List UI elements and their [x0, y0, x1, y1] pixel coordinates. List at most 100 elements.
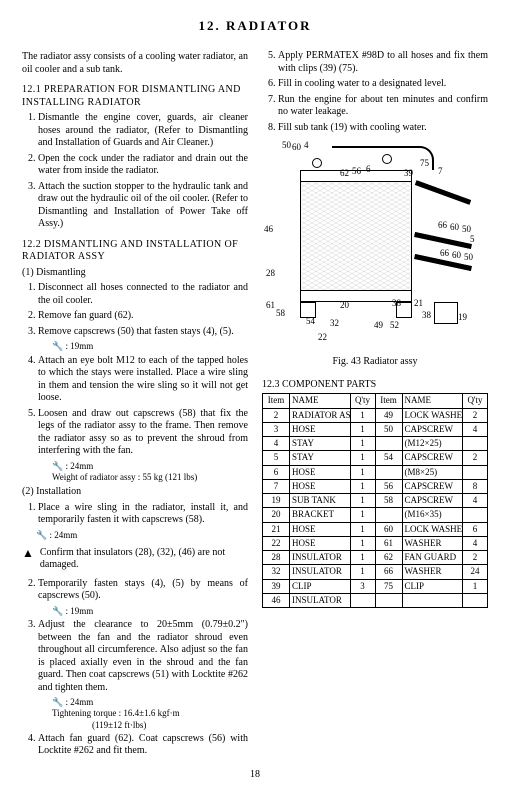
note-24mm: 🔧 : 24mm [36, 530, 248, 541]
table-cell: BRACKET [290, 508, 351, 522]
table-header: Item [375, 394, 402, 408]
list-item: Run the engine for about ten minutes and… [278, 94, 488, 119]
table-cell: CAPSCREW [402, 422, 463, 436]
table-cell [402, 593, 463, 607]
table-header: Item [263, 394, 290, 408]
list-item: Place a wire sling in the radiator, inst… [38, 502, 248, 527]
list-item: Fill in cooling water to a designated le… [278, 78, 488, 91]
table-cell: 20 [263, 508, 290, 522]
parts-table: ItemNAMEQ'tyItemNAMEQ'ty 2RADIATOR ASSY1… [262, 393, 488, 608]
table-cell: (M16×35) [402, 508, 463, 522]
table-cell: INSULATOR [290, 593, 351, 607]
table-row: 46INSULATOR [263, 593, 488, 607]
note: 🔧 : 24mm [52, 697, 248, 708]
callout-label: 54 [306, 316, 315, 327]
table-row: 39CLIP375CLIP1 [263, 579, 488, 593]
table-cell: 4 [463, 536, 488, 550]
callout-label: 5 [470, 234, 475, 245]
table-cell: 32 [263, 565, 290, 579]
table-cell: CAPSCREW [402, 451, 463, 465]
callout-label: 32 [330, 318, 339, 329]
table-cell: 6 [263, 465, 290, 479]
callout-label: 20 [340, 300, 349, 311]
table-cell [375, 593, 402, 607]
list-item: Temporarily fasten stays (4), (5) by mea… [38, 578, 248, 603]
table-header: Q'ty [350, 394, 375, 408]
installation-head: (2) Installation [22, 486, 248, 499]
right-column: Apply PERMATEX #98D to all hoses and fix… [262, 48, 488, 761]
table-cell: 1 [350, 494, 375, 508]
table-cell: 61 [375, 536, 402, 550]
table-cell: 3 [350, 579, 375, 593]
table-cell: 2 [463, 408, 488, 422]
table-row: 6HOSE1(M8×25) [263, 465, 488, 479]
warning-block: ▲ Confirm that insulators (28), (32), (4… [22, 547, 248, 572]
table-cell: 50 [375, 422, 402, 436]
list-installation-1: Place a wire sling in the radiator, inst… [22, 502, 248, 527]
table-cell: LOCK WASHER [402, 522, 463, 536]
table-header: NAME [402, 394, 463, 408]
table-cell [463, 593, 488, 607]
callout-label: 38 [392, 298, 401, 309]
list-item: Attach fan guard (62). Coat capscrews (5… [38, 733, 248, 758]
table-cell: 62 [375, 551, 402, 565]
table-row: 19SUB TANK158CAPSCREW4 [263, 494, 488, 508]
table-cell: 54 [375, 451, 402, 465]
table-cell: 2 [263, 408, 290, 422]
section-12-1-head: 12.1 PREPARATION FOR DISMANTLING AND INS… [22, 84, 248, 109]
callout-label: 39 [404, 168, 413, 179]
table-cell [375, 508, 402, 522]
table-cell: LOCK WASHER [402, 408, 463, 422]
callout-label: 60 [452, 250, 461, 261]
list-item: Open the cock under the radiator and dra… [38, 153, 248, 178]
table-row: 21HOSE160LOCK WASHER6 [263, 522, 488, 536]
table-cell: 49 [375, 408, 402, 422]
table-cell: 1 [350, 522, 375, 536]
table-cell: 4 [263, 437, 290, 451]
table-cell: HOSE [290, 479, 351, 493]
table-cell: 1 [350, 536, 375, 550]
table-cell: 24 [463, 565, 488, 579]
table-cell: 2 [463, 551, 488, 565]
note: Tightening torque : 16.4±1.6 kgf·m [52, 708, 248, 719]
table-cell: HOSE [290, 536, 351, 550]
table-cell [463, 508, 488, 522]
table-cell: CAPSCREW [402, 479, 463, 493]
callout-label: 21 [414, 298, 423, 309]
table-row: 32INSULATOR166WASHER24 [263, 565, 488, 579]
note: Weight of radiator assy : 55 kg (121 lbs… [52, 472, 248, 483]
callout-label: 50 [464, 252, 473, 263]
table-row: 5STAY154CAPSCREW2 [263, 451, 488, 465]
dismantling-head: (1) Dismantling [22, 267, 248, 280]
intro-text: The radiator assy consists of a cooling … [22, 51, 248, 76]
table-cell: 46 [263, 593, 290, 607]
left-column: The radiator assy consists of a cooling … [22, 48, 248, 761]
list-item: Dismantle the engine cover, guards, air … [38, 112, 248, 150]
table-cell: 1 [350, 565, 375, 579]
note: (119±12 ft·lbs) [92, 720, 248, 731]
table-cell: 6 [463, 522, 488, 536]
table-cell: 1 [350, 465, 375, 479]
list-item: Apply PERMATEX #98D to all hoses and fix… [278, 50, 488, 75]
two-column-layout: The radiator assy consists of a cooling … [22, 48, 488, 761]
warning-text: Confirm that insulators (28), (32), (46)… [40, 547, 248, 572]
page-title: 12. RADIATOR [22, 18, 488, 34]
callout-label: 19 [458, 312, 467, 323]
table-cell: 19 [263, 494, 290, 508]
table-cell: 56 [375, 479, 402, 493]
table-header: Q'ty [463, 394, 488, 408]
table-cell: 1 [350, 479, 375, 493]
table-cell [375, 465, 402, 479]
table-cell: RADIATOR ASSY [290, 408, 351, 422]
table-cell [375, 437, 402, 451]
callout-label: 60 [450, 222, 459, 233]
table-header: NAME [290, 394, 351, 408]
callout-label: 46 [264, 224, 273, 235]
list-item: Attach the suction stopper to the hydrau… [38, 181, 248, 231]
table-cell: 1 [350, 451, 375, 465]
table-cell: 1 [350, 408, 375, 422]
table-cell: SUB TANK [290, 494, 351, 508]
table-cell: 22 [263, 536, 290, 550]
list-dismantling: Disconnect all hoses connected to the ra… [22, 282, 248, 483]
table-cell: 1 [463, 579, 488, 593]
